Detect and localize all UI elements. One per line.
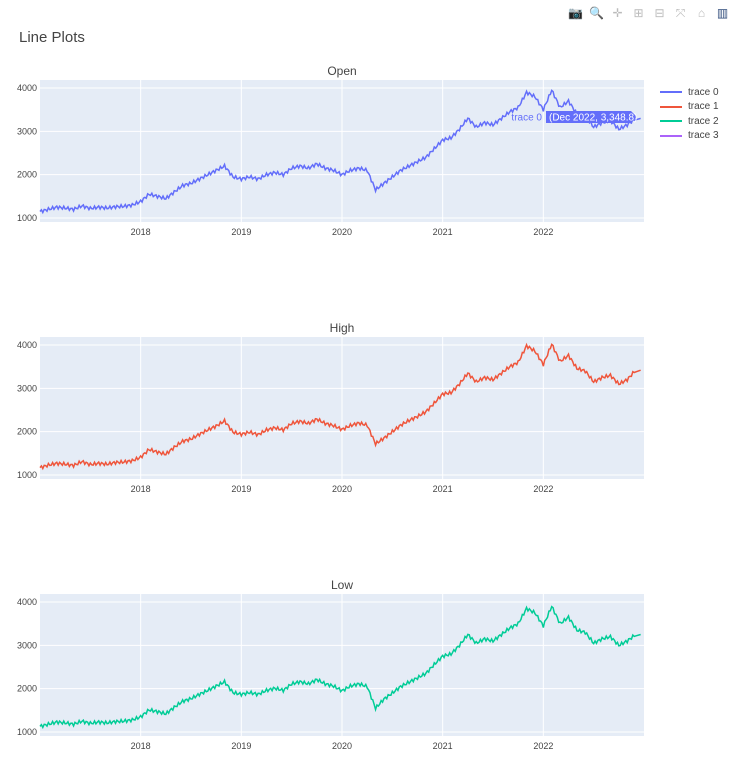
legend-swatch [660, 91, 682, 94]
x-tick-label: 2019 [231, 484, 251, 494]
legend-label: trace 1 [688, 101, 719, 113]
x-tick-label: 2021 [433, 227, 453, 237]
y-tick-label: 2000 [17, 170, 37, 180]
y-tick-label: 2000 [17, 427, 37, 437]
subplot-title: Low [331, 578, 353, 592]
hover-trace-name: trace 0 [511, 113, 542, 124]
y-tick-label: 3000 [17, 640, 37, 650]
modebar: 📷 🔍 ✛ ⊞ ⊟ ⤧ ⌂ ▥ [568, 6, 729, 21]
legend-item[interactable]: trace 0 [660, 85, 719, 100]
x-tick-label: 2018 [131, 741, 151, 751]
legend-item[interactable]: trace 1 [660, 100, 719, 115]
hover-label-box [546, 111, 637, 123]
subplot-title: High [330, 321, 355, 335]
legend-label: trace 2 [688, 115, 719, 127]
y-tick-label: 3000 [17, 126, 37, 136]
zoom-out-icon[interactable]: ⊟ [654, 6, 665, 20]
x-tick-label: 2022 [533, 484, 553, 494]
y-tick-label: 1000 [17, 470, 37, 480]
y-tick-label: 4000 [17, 340, 37, 350]
legend-label: trace 3 [688, 130, 719, 142]
x-tick-label: 2020 [332, 741, 352, 751]
x-tick-label: 2022 [533, 741, 553, 751]
y-tick-label: 4000 [17, 597, 37, 607]
series-line-trace-2 [39, 605, 641, 730]
pan-icon[interactable]: ✛ [612, 6, 623, 20]
plotly-logo-icon[interactable]: ▥ [716, 6, 729, 20]
legend-item[interactable]: trace 2 [660, 114, 719, 129]
y-tick-label: 1000 [17, 727, 37, 737]
hover-label-text: (Dec 2022, 3,348.8) [549, 113, 637, 124]
subplot-title: Open [327, 64, 356, 78]
series-line-trace-0 [39, 89, 641, 215]
x-tick-label: 2018 [131, 484, 151, 494]
legend-label: trace 0 [688, 86, 719, 98]
zoom-icon[interactable]: 🔍 [589, 6, 604, 20]
zoom-in-icon[interactable]: ⊞ [633, 6, 644, 20]
home-icon[interactable]: ⌂ [697, 6, 706, 20]
x-tick-label: 2021 [433, 484, 453, 494]
x-tick-label: 2019 [231, 227, 251, 237]
series-line-trace-1 [39, 342, 641, 471]
x-tick-label: 2018 [131, 227, 151, 237]
x-tick-label: 2022 [533, 227, 553, 237]
y-tick-label: 2000 [17, 684, 37, 694]
camera-icon[interactable]: 📷 [568, 6, 583, 20]
x-tick-label: 2020 [332, 227, 352, 237]
x-tick-label: 2019 [231, 741, 251, 751]
legend: trace 0 trace 1 trace 2 trace 3 [660, 85, 719, 143]
legend-swatch [660, 120, 682, 123]
legend-swatch [660, 134, 682, 137]
y-tick-label: 1000 [17, 213, 37, 223]
y-tick-label: 4000 [17, 83, 37, 93]
page-title: Line Plots [19, 29, 85, 46]
y-tick-label: 3000 [17, 383, 37, 393]
x-tick-label: 2021 [433, 741, 453, 751]
x-tick-label: 2020 [332, 484, 352, 494]
legend-swatch [660, 105, 682, 108]
autoscale-icon[interactable]: ⤧ [675, 6, 686, 20]
legend-item[interactable]: trace 3 [660, 129, 719, 144]
